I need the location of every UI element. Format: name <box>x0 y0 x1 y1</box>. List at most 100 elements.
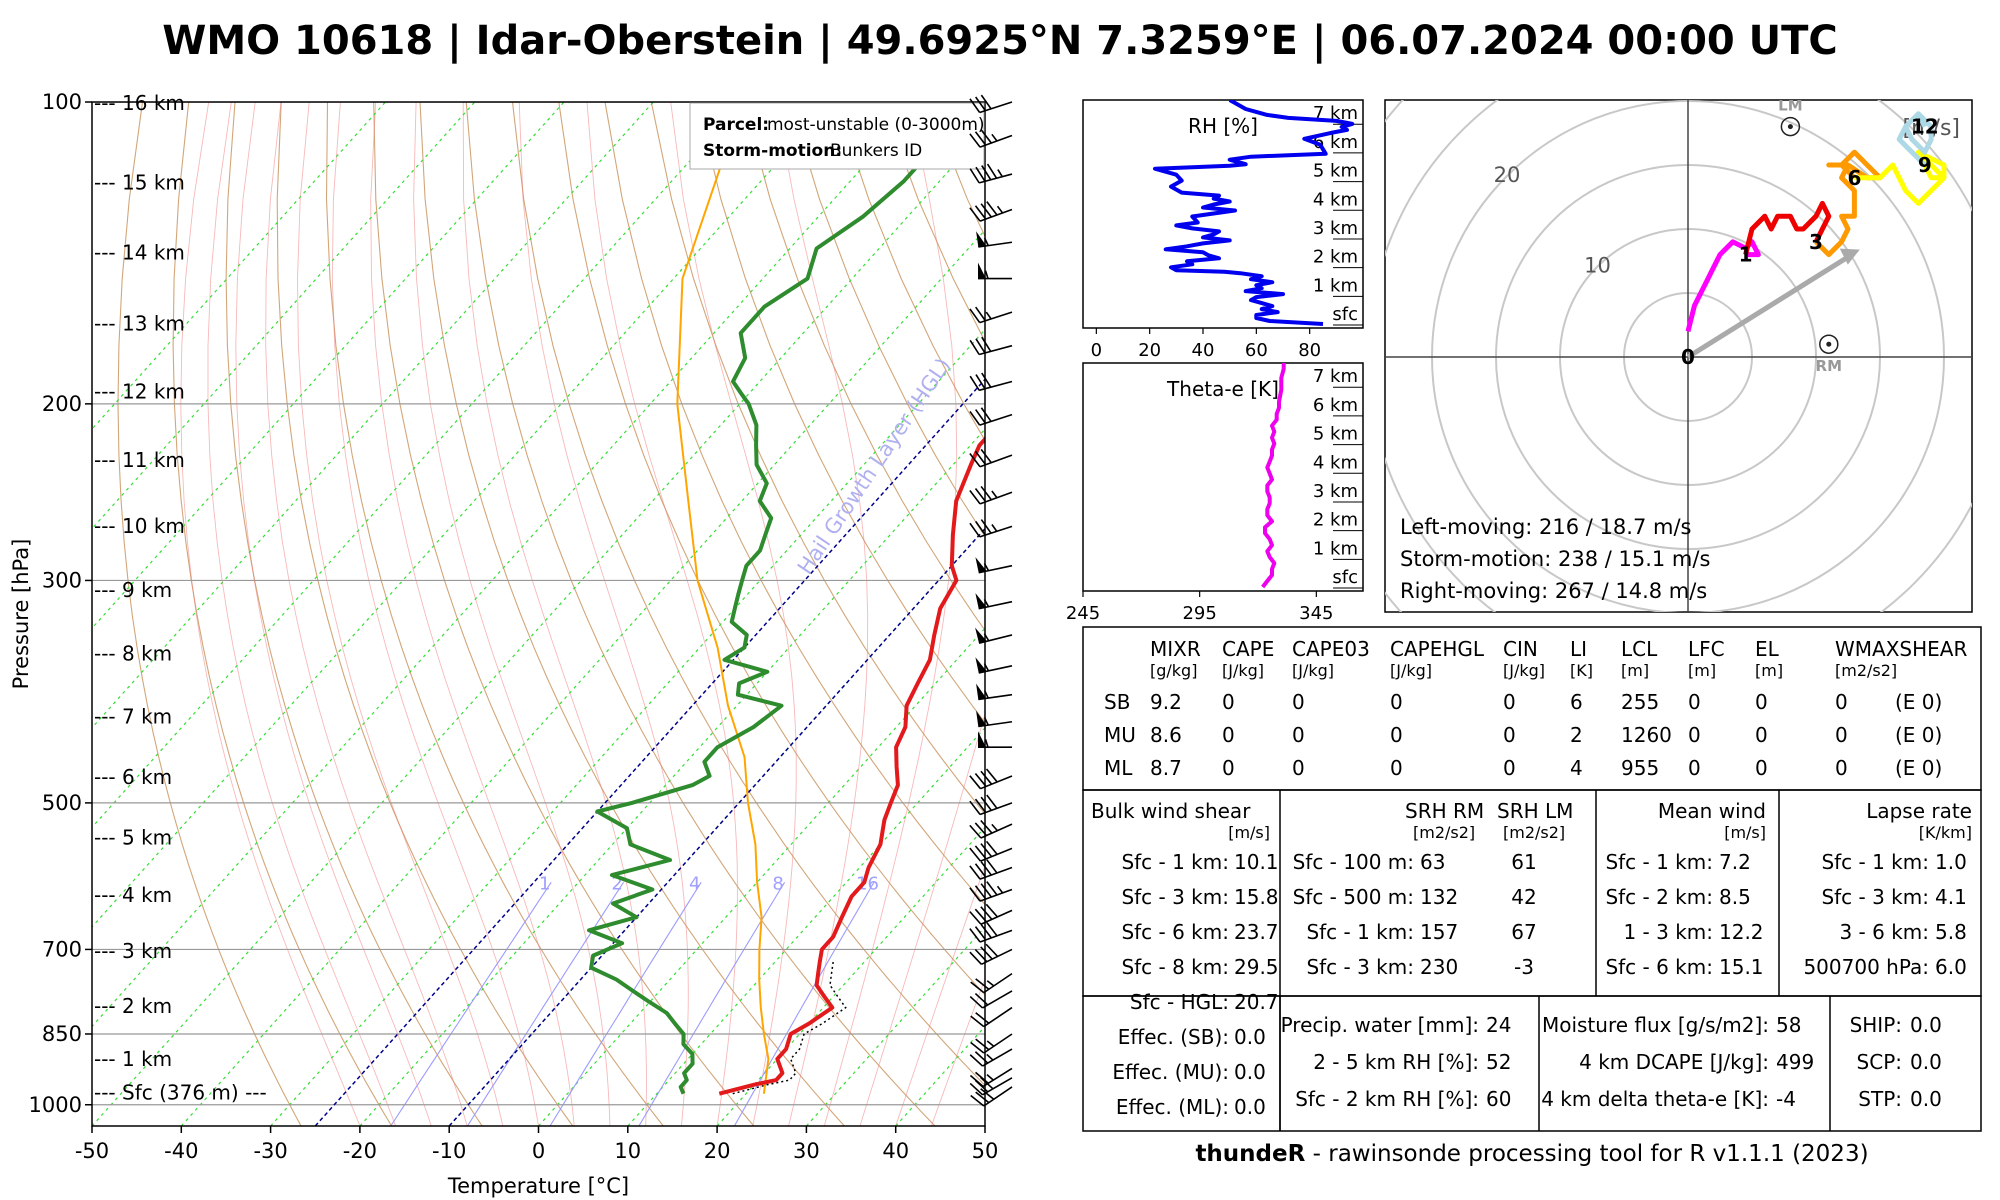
srh-rm-value: 230 <box>1420 955 1458 979</box>
mean-wind-row-label: Sfc - 2 km: <box>1605 885 1713 909</box>
rh-title: RH [%] <box>1188 114 1258 138</box>
mean-wind-unit: [m/s] <box>1724 823 1766 842</box>
barb-full <box>974 450 987 466</box>
dry-adiabat <box>117 102 302 1126</box>
indices-cell: 0 <box>1222 723 1235 747</box>
thetae-height-label: 3 km <box>1313 481 1358 502</box>
barb-full <box>969 452 981 468</box>
lapse-unit: [K/km] <box>1919 823 1972 842</box>
barb-full <box>969 775 982 790</box>
thetae-height-label: 2 km <box>1313 510 1358 531</box>
moist-adiabat <box>370 102 575 1126</box>
indices-cell: 9.2 <box>1150 690 1182 714</box>
wind-barb <box>969 163 1013 184</box>
indices-cell: 0 <box>1835 756 1848 780</box>
rh-height-label: sfc <box>1332 304 1358 325</box>
dry-adiabat <box>789 102 985 538</box>
wind-barb <box>969 519 1013 538</box>
hodograph-height-label: 12 <box>1911 115 1939 139</box>
y-tick-label: 700 <box>42 937 82 961</box>
shear-row-value: 0.0 <box>1234 1025 1266 1049</box>
thetae-x-tick-label: 245 <box>1066 603 1100 624</box>
barb-staff <box>983 1033 1013 1054</box>
shear-row-label: Sfc - 8 km: <box>1121 955 1229 979</box>
height-label: --- 10 km <box>94 514 185 538</box>
x-tick-label: 20 <box>704 1139 731 1163</box>
barb-half <box>996 885 1004 894</box>
skewt-grid: 1 2 4 8 16 <box>92 102 985 1126</box>
lapse-row-value: 1.0 <box>1935 850 1967 874</box>
bunkers-marker-dot <box>1787 124 1793 130</box>
rh-x-tick-label: 0 <box>1091 340 1102 361</box>
barb-full <box>975 409 987 424</box>
barb-full <box>975 306 987 322</box>
thetae-height-label: 1 km <box>1313 538 1358 559</box>
wind-barb <box>969 794 1013 816</box>
rh-x-tick-label: 40 <box>1192 340 1215 361</box>
dewpoint-profile <box>587 102 977 1095</box>
barb-full <box>980 448 992 464</box>
composite-row-value: 0.0 <box>1910 1087 1942 1111</box>
indices-cell: (E 0) <box>1895 756 1942 780</box>
shear-row-value: 29.5 <box>1234 955 1279 979</box>
barb-full <box>975 1091 990 1104</box>
barb-full <box>986 794 998 809</box>
hodograph-segment <box>1854 149 1947 206</box>
flux-row-label: 4 km delta theta-e [K]: <box>1541 1087 1769 1111</box>
x-tick-label: 0 <box>532 1139 545 1163</box>
indices-header: LCL <box>1621 637 1658 661</box>
hodograph-segment <box>1743 200 1832 256</box>
hgl-label: Hail Growth Layer (HGL) <box>793 354 956 579</box>
barb-full <box>969 133 981 148</box>
lapse-row-label: 3 - 6 km: <box>1839 920 1929 944</box>
shear-row-label: Effec. (SB): <box>1118 1025 1229 1049</box>
barb-full <box>986 201 998 216</box>
srh-rm-header: SRH RM <box>1405 799 1484 823</box>
lapse-row-label: Sfc - 3 km: <box>1821 885 1929 909</box>
barb-full <box>981 372 992 388</box>
indices-cell: 0 <box>1292 756 1305 780</box>
barb-full <box>969 865 981 880</box>
indices-cell: 0 <box>1390 690 1403 714</box>
thetae-height-label: 4 km <box>1313 452 1358 473</box>
indices-cell: 2 <box>1570 723 1583 747</box>
height-label: --- 4 km <box>94 883 172 907</box>
mixing-ratio-label: 2 <box>611 873 622 894</box>
surface-height-label: --- Sfc (376 m) --- <box>94 1080 267 1104</box>
barb-flag <box>978 731 986 748</box>
mixing-ratio-label: 4 <box>689 873 700 894</box>
moist-adiabat <box>265 102 468 1126</box>
barb-full <box>975 1071 989 1084</box>
srh-rm-value: 157 <box>1420 920 1458 944</box>
barb-full <box>980 796 992 811</box>
mixing-ratio-label: 8 <box>772 873 783 894</box>
dry-adiabat <box>696 102 985 724</box>
height-label: --- 14 km <box>94 241 185 265</box>
indices-header: MIXR <box>1150 637 1201 661</box>
barb-full <box>970 1094 985 1107</box>
parameter-tables: MIXR[g/kg]CAPE[J/kg]CAPE03[J/kg]CAPEHGL[… <box>1082 626 1982 1132</box>
indices-cell: 0 <box>1390 756 1403 780</box>
indices-cell: SB <box>1104 690 1130 714</box>
wind-barb <box>975 627 1013 644</box>
indices-cell: 955 <box>1621 756 1659 780</box>
indices-cell: 0 <box>1292 723 1305 747</box>
thetae-title: Theta-e [K] <box>1166 377 1279 401</box>
hodograph-ring-label: 40 <box>1313 0 1340 6</box>
barb-half <box>991 524 998 532</box>
isotherm <box>92 102 744 829</box>
barb-staff <box>982 1077 1013 1096</box>
rh-x-tick-label: 20 <box>1138 340 1161 361</box>
barb-full <box>974 488 987 503</box>
indices-header: CAPE03 <box>1292 637 1370 661</box>
srh-rm-value: 132 <box>1420 885 1458 909</box>
indices-cell: ML <box>1104 756 1133 780</box>
barb-flag <box>976 710 987 727</box>
barb-staff <box>978 665 1013 674</box>
skewt-frame <box>91 101 986 1127</box>
barb-full <box>974 926 987 941</box>
height-label: --- 1 km <box>94 1047 172 1071</box>
indices-cell: 0 <box>1503 723 1516 747</box>
dry-adiabat <box>743 102 985 632</box>
